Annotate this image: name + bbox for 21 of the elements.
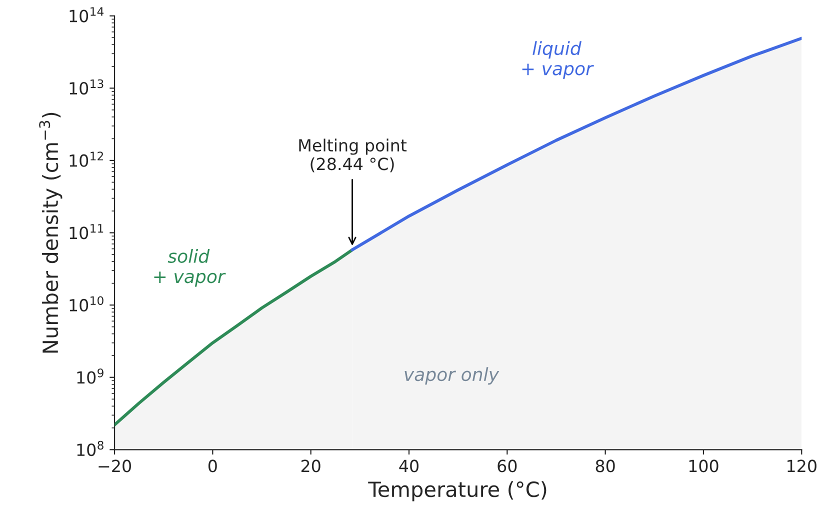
annotation: Melting point (28.44 °C) (299, 138, 407, 172)
text: solid + vapor (154, 249, 226, 287)
y-axis-title: Number density (cm$^{−3}$) (39, 112, 62, 353)
x-tick-label: 20 (301, 460, 320, 472)
y-tick-label: 10$^{10}$ (70, 296, 104, 312)
y-tick-label: 10$^{14}$ (70, 7, 104, 22)
x-tick-label: 0 (208, 460, 217, 472)
y-tick-label: 10$^{13}$ (70, 79, 104, 95)
x-tick-label: 120 (788, 460, 816, 472)
x-tick-label: 60 (498, 460, 517, 472)
text: liquid + vapor (522, 41, 594, 79)
x-tick-label: 80 (596, 460, 615, 472)
x-tick-label: 40 (399, 460, 418, 472)
x-tick-label: −20 (98, 460, 131, 472)
y-tick-label: 10$^{8}$ (77, 440, 104, 456)
x-tick-label: 100 (689, 460, 718, 472)
annotation: vapor only (404, 367, 500, 385)
y-tick-label: 10$^{12}$ (70, 152, 104, 167)
y-tick-label: 10$^{9}$ (77, 368, 104, 384)
x-axis-title: Temperature (°C) (368, 481, 546, 502)
y-tick-label: 10$^{11}$ (70, 224, 104, 240)
